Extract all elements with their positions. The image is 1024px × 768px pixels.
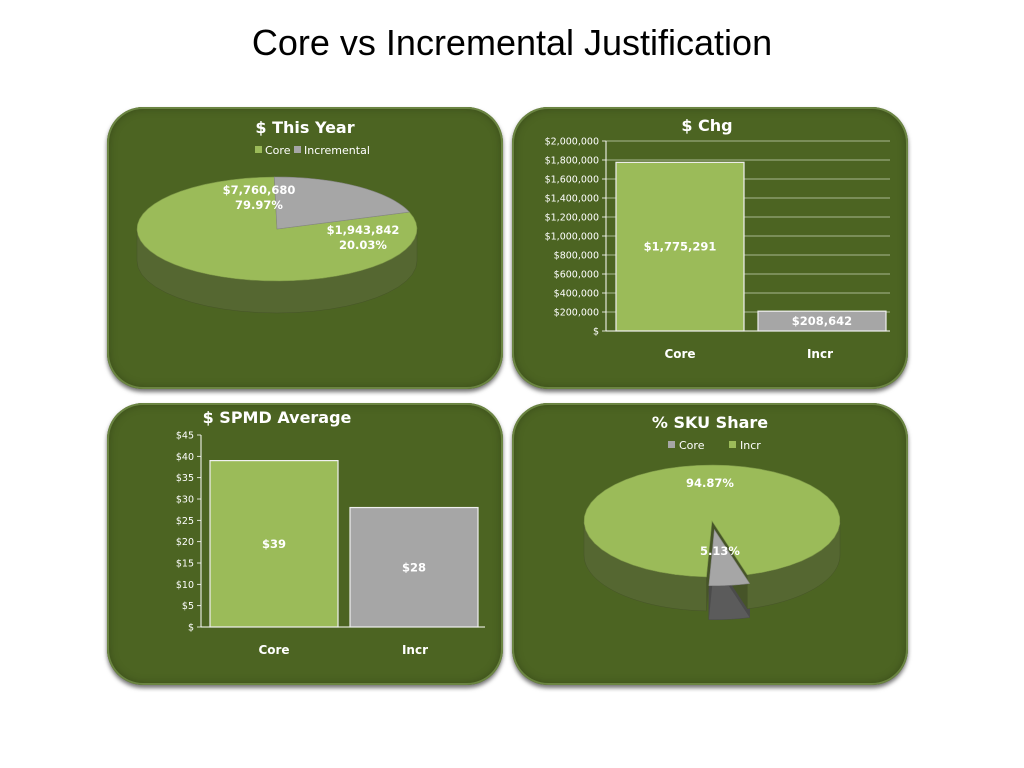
y-tick-label: $10 — [176, 580, 194, 591]
chart-title: $ This Year — [255, 118, 354, 137]
y-tick-label: $600,000 — [554, 270, 599, 281]
category-label-core: Core — [258, 643, 289, 657]
panel-this-year: $ This Year Core Incremental $7,760,680 … — [107, 107, 503, 389]
y-tick-label: $200,000 — [554, 308, 599, 319]
legend-core-label: Core — [679, 439, 705, 452]
data-label-incremental-percent: 20.03% — [339, 238, 387, 252]
legend-core-swatch — [255, 146, 262, 153]
panel-sku-share: % SKU Share Core Incr 94.87% 5.13% — [512, 403, 908, 685]
data-label-incremental-value: $1,943,842 — [327, 223, 400, 237]
data-label-incr: $28 — [402, 560, 426, 574]
data-label-core: $39 — [262, 537, 286, 551]
y-tick-label: $1,800,000 — [545, 156, 599, 167]
y-tick-label: $1,400,000 — [545, 194, 599, 205]
page-title: Core vs Incremental Justification — [251, 22, 773, 63]
pie-this-year — [136, 176, 418, 314]
y-tick-label: $1,600,000 — [545, 175, 599, 186]
pie-slice-incremental — [273, 176, 411, 230]
data-label-core-percent: 5.13% — [700, 544, 740, 558]
y-tick-label: $35 — [176, 473, 194, 484]
y-tick-label: $400,000 — [554, 289, 599, 300]
y-tick-label: $45 — [176, 431, 194, 442]
bar-incr — [757, 310, 887, 332]
y-tick-label: $1,000,000 — [545, 232, 599, 243]
chart-chg: $ Chg $$200,000$400,000$600,000$800,000$… — [545, 116, 890, 361]
bar-core — [615, 161, 745, 332]
pie-slice-wall-incr — [706, 521, 712, 611]
y-tick-label: $20 — [176, 537, 194, 548]
category-label-incr: Incr — [402, 643, 428, 657]
bars-chg: $ $200,000 $400,000 $600,000 $800,000 $1,000,… — [545, 137, 890, 338]
y-tick-label: $2,000,000 — [545, 137, 599, 148]
chart-spmd-average: $ SPMD Average $$5$10$15$20$25$30$35$40$… — [176, 408, 485, 657]
pie-slice-core — [708, 528, 751, 586]
y-tick-label: $ — [188, 623, 194, 634]
y-tick-label: $25 — [176, 516, 194, 527]
legend-core-label: Core — [265, 144, 291, 157]
panel-spmd-average: $ SPMD Average $ $5 $10 $15 $20 $25 $30 $35 $40 $… — [107, 403, 503, 685]
data-label-core-percent: 79.97% — [235, 198, 283, 212]
legend-incremental-label: Incremental — [304, 144, 370, 157]
pie-slice-incr — [583, 464, 841, 578]
y-tick-label: $1,200,000 — [545, 213, 599, 224]
data-label-core: $1,775,291 — [644, 240, 717, 254]
category-label-core: Core — [664, 347, 695, 361]
y-tick-label: $15 — [176, 559, 194, 570]
data-label-incr: $208,642 — [792, 314, 852, 328]
data-label-incr-percent: 94.87% — [686, 476, 734, 490]
category-label-incr: Incr — [807, 347, 833, 361]
data-label-core-value: $7,760,680 — [223, 183, 296, 197]
chart-title: $ SPMD Average — [203, 408, 352, 427]
bars-spmd: $ $5 $10 $15 $20 $25 $30 $35 $40 $45 $39 $28 — [176, 431, 485, 634]
legend-incr-label: Incr — [740, 439, 761, 452]
legend-incremental-swatch — [294, 146, 301, 153]
legend-core-swatch — [668, 441, 675, 448]
chart-title: % SKU Share — [652, 413, 768, 432]
y-tick-label: $800,000 — [554, 251, 599, 262]
panel-chg: $ Chg $ $200,000 $400,000 $600,000 $800,000 $… — [512, 107, 908, 389]
chart-sku-share: % SKU Share Core Incr 94.87% 5.13% — [583, 413, 841, 620]
bar-incr — [349, 506, 479, 628]
y-tick-label: $ — [593, 327, 599, 338]
y-tick-label: $40 — [176, 452, 194, 463]
chart-this-year: $ This Year Core Incremental $7,760,680 … — [136, 118, 418, 314]
bar-core — [209, 459, 339, 628]
pie-sku-share — [583, 464, 841, 620]
y-tick-label: $30 — [176, 495, 194, 506]
chart-title: $ Chg — [681, 116, 732, 135]
y-tick-label: $5 — [182, 601, 194, 612]
legend-incr-swatch — [729, 441, 736, 448]
